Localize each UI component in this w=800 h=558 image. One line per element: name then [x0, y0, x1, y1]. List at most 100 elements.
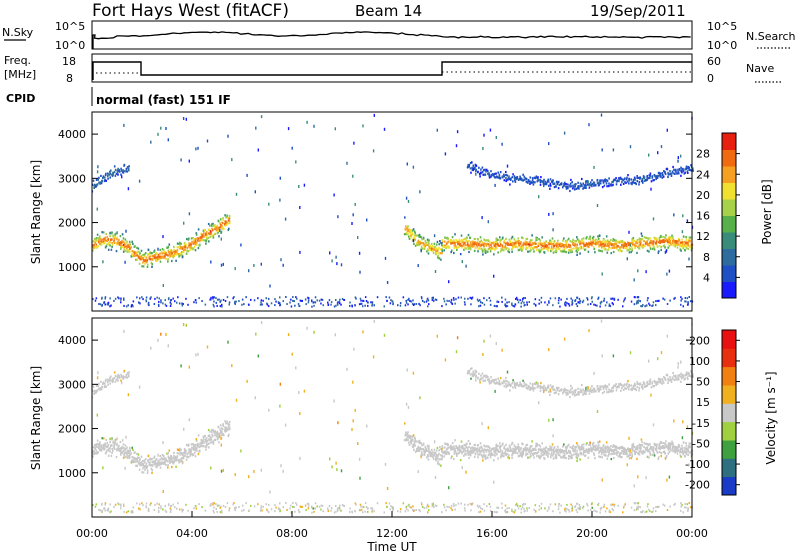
power-cell	[245, 296, 247, 298]
velocity-cell	[107, 442, 109, 444]
power-cell	[125, 230, 126, 233]
power-cell	[167, 254, 169, 256]
power-cell	[443, 298, 445, 300]
power-cell	[508, 243, 510, 245]
power-cell	[622, 305, 624, 307]
velocity-cell	[570, 452, 572, 454]
velocity-cell	[210, 436, 212, 438]
power-cell	[166, 305, 168, 307]
power-cell	[608, 177, 610, 179]
power-cell	[631, 248, 633, 250]
velocity-cell	[579, 391, 581, 393]
power-cell	[505, 246, 507, 248]
power-cell	[413, 228, 415, 230]
power-cell	[453, 252, 455, 254]
power-cell	[548, 142, 549, 145]
power-cell	[509, 183, 511, 185]
velocity-cell	[468, 440, 470, 442]
power-cell	[538, 303, 540, 305]
power-cell	[595, 239, 597, 241]
velocity-cell	[448, 447, 450, 449]
velocity-cell	[664, 452, 666, 454]
power-cell	[128, 169, 130, 171]
power-cell	[474, 238, 476, 240]
velocity-cell	[631, 454, 633, 456]
velocity-cell	[555, 392, 557, 394]
velocity-cell	[650, 454, 652, 456]
power-cell	[220, 305, 222, 307]
power-cell	[458, 297, 460, 299]
power-cell	[372, 303, 374, 305]
power-cell	[111, 249, 113, 251]
power-cell	[126, 241, 128, 243]
velocity-cell	[107, 384, 109, 386]
power-cell	[305, 299, 307, 301]
power-cell	[196, 302, 198, 304]
velocity-cell	[530, 455, 532, 457]
power-cell	[610, 239, 612, 241]
velocity-cell	[538, 451, 540, 453]
velocity-cell	[193, 445, 195, 447]
power-cell	[125, 239, 127, 241]
colorbar-swatch	[722, 150, 736, 167]
velocity-cell	[491, 448, 493, 450]
cpid-panel: CPID normal (fast) 151 IF	[6, 87, 231, 107]
velocity-cell	[510, 384, 512, 386]
velocity-cell	[662, 383, 664, 385]
power-cell	[648, 303, 650, 305]
power-cell	[512, 173, 514, 175]
power-cell	[123, 305, 125, 307]
power-cell	[618, 180, 620, 182]
velocity-cell	[495, 444, 497, 446]
power-cell	[668, 173, 670, 175]
power-cell	[481, 216, 482, 219]
velocity-cell	[502, 443, 504, 445]
power-cell	[185, 245, 187, 247]
power-cell	[386, 300, 388, 302]
power-cell	[552, 228, 553, 231]
power-cell	[690, 300, 692, 302]
power-cell	[483, 134, 484, 137]
power-cell	[165, 253, 167, 255]
velocity-cell	[208, 443, 210, 445]
power-cell	[453, 299, 455, 301]
power-cell	[518, 242, 520, 244]
power-cell	[100, 175, 102, 177]
power-cell	[136, 259, 138, 261]
velocity-cell	[465, 450, 467, 452]
velocity-cell	[122, 447, 124, 449]
power-cell	[440, 248, 442, 250]
power-cell	[409, 238, 411, 240]
power-cell	[631, 301, 633, 303]
velocity-cell	[194, 452, 196, 454]
velocity-cell	[479, 381, 481, 383]
power-cell	[195, 238, 197, 240]
power-cell	[644, 305, 646, 307]
power-cell	[465, 265, 466, 268]
power-cell	[688, 167, 690, 169]
power-cell	[643, 177, 645, 179]
power-cell	[530, 176, 532, 178]
power-cell	[486, 245, 488, 247]
power-cell	[319, 300, 321, 302]
power-cell	[565, 244, 567, 246]
power-cell	[686, 168, 688, 170]
power-cell	[581, 240, 583, 242]
velocity-cell	[176, 457, 178, 459]
velocity-cell	[535, 449, 537, 451]
power-cell	[494, 184, 495, 187]
velocity-cell	[513, 452, 515, 454]
power-cell	[506, 302, 508, 304]
velocity-cell	[460, 449, 462, 451]
velocity-cell	[588, 457, 590, 459]
velocity-cell	[570, 391, 572, 393]
velocity-cell	[123, 443, 125, 445]
velocity-cell	[652, 381, 654, 383]
velocity-cell	[522, 453, 524, 455]
velocity-cell	[224, 420, 226, 422]
velocity-cell	[512, 448, 514, 450]
velocity-cell	[650, 446, 652, 448]
velocity-cell	[624, 448, 626, 450]
power-cell	[482, 251, 484, 253]
